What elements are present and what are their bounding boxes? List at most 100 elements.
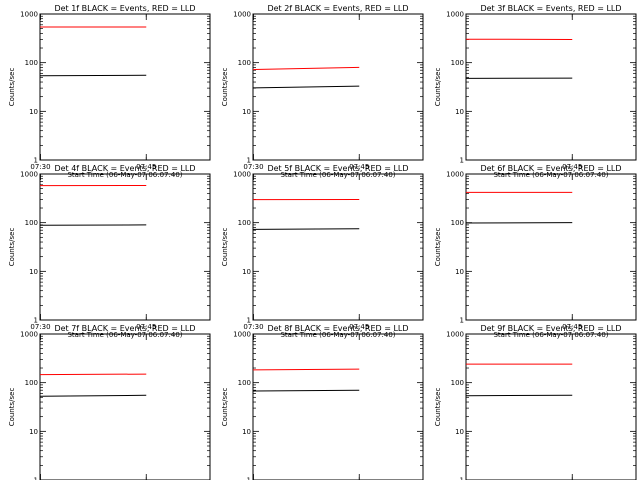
y-axis-label: Counts/sec [221, 388, 229, 427]
panel-title: Det 8f BLACK = Events, RED = LLD [267, 324, 408, 333]
y-tick-label: 1 [247, 477, 251, 480]
y-axis-label: Counts/sec [434, 388, 442, 427]
plot-frame [39, 333, 211, 480]
x-tick-label: 07:45 [349, 163, 369, 171]
x-tick-label: 07:45 [562, 163, 582, 171]
x-tick-label: 07:30 [30, 163, 50, 171]
y-tick-label: 1000 [20, 331, 38, 339]
panel-3: Det 3f BLACK = Events, RED = LLD11010010… [243, 4, 637, 179]
series-events-line [466, 222, 573, 224]
panel-2: Det 2f BLACK = Events, RED = LLD11010010… [30, 4, 424, 179]
series-lld-line [253, 66, 360, 71]
y-tick-label: 100 [25, 379, 38, 387]
y-tick-label: 1 [247, 157, 251, 165]
plot-frame [465, 13, 637, 161]
x-axis-label: Start Time (06-May-07 06:07:40) [493, 171, 608, 179]
series-events-line [40, 74, 147, 77]
x-tick-label: 07:30 [243, 323, 263, 331]
panel-5: Det 5f BLACK = Events, RED = LLD11010010… [30, 164, 424, 339]
y-tick-label: 10 [29, 108, 38, 116]
y-axis-label: Counts/sec [221, 68, 229, 107]
y-tick-label: 10 [242, 108, 251, 116]
x-tick-label: 07:30 [243, 163, 263, 171]
y-tick-label: 1000 [233, 171, 251, 179]
y-tick-label: 1 [460, 317, 464, 325]
x-tick-label: 07:45 [562, 323, 582, 331]
y-axis-label: Counts/sec [434, 228, 442, 267]
y-tick-label: 1000 [20, 171, 38, 179]
plot-frame [39, 13, 211, 161]
y-tick-label: 100 [238, 379, 251, 387]
plot-frame [252, 333, 424, 480]
panel-title: Det 7f BLACK = Events, RED = LLD [54, 324, 195, 333]
y-tick-label: 1 [247, 317, 251, 325]
y-tick-label: 1 [460, 157, 464, 165]
panel-title: Det 6f BLACK = Events, RED = LLD [480, 164, 621, 173]
y-tick-label: 1000 [20, 11, 38, 19]
panel-7: Det 7f BLACK = Events, RED = LLD 1 10 100 10… [8, 324, 211, 480]
series-events-line [40, 224, 147, 226]
y-tick-label: 100 [238, 59, 251, 67]
x-tick-label: 07:30 [30, 323, 50, 331]
panel-title: Det 9f BLACK = Events, RED = LLD [480, 324, 621, 333]
plot-frame [252, 173, 424, 321]
x-axis-label: Start Time (06-May-07 06:07:40) [67, 331, 182, 339]
y-tick-label: 100 [451, 219, 464, 227]
x-axis-label: Start Time (06-May-07 06:07:40) [280, 331, 395, 339]
y-axis-label: Counts/sec [8, 228, 16, 267]
plot-frame [252, 13, 424, 161]
panel-4: Det 4f BLACK = Events, RED = LLD 1 10 100 10… [8, 164, 211, 339]
y-tick-label: 1 [34, 317, 38, 325]
x-tick-label: 07:45 [349, 323, 369, 331]
y-tick-label: 10 [455, 428, 464, 436]
y-axis-label: Counts/sec [8, 68, 16, 107]
y-tick-label: 1000 [446, 331, 464, 339]
y-tick-label: 1 [34, 157, 38, 165]
y-tick-label: 1 [460, 477, 464, 480]
panel-6: Det 6f BLACK = Events, RED = LLD11010010… [243, 164, 637, 339]
panel-title: Det 5f BLACK = Events, RED = LLD [267, 164, 408, 173]
y-tick-label: 10 [29, 268, 38, 276]
y-tick-label: 1 [34, 477, 38, 480]
y-axis-label: Counts/sec [221, 228, 229, 267]
plot-frame [465, 333, 637, 480]
panel-title: Det 2f BLACK = Events, RED = LLD [267, 4, 408, 13]
y-tick-label: 100 [451, 59, 464, 67]
y-tick-label: 10 [455, 268, 464, 276]
y-axis-label: Counts/sec [8, 388, 16, 427]
series-events-line [40, 394, 147, 397]
y-tick-label: 10 [242, 428, 251, 436]
panel-8: Det 8f BLACK = Events, RED = LLD 1 10 100 10… [40, 324, 424, 480]
y-tick-label: 1000 [446, 11, 464, 19]
plot-frame [39, 173, 211, 321]
series-events-line [466, 77, 573, 79]
y-tick-label: 1000 [446, 171, 464, 179]
series-lld-line [40, 373, 147, 376]
x-axis-label: Start Time (06-May-07 06:07:40) [280, 171, 395, 179]
plot-frame [465, 173, 637, 321]
series-lld-line [253, 368, 360, 371]
series-events-line [253, 228, 360, 230]
panel-title: Det 4f BLACK = Events, RED = LLD [54, 164, 195, 173]
series-events-line [253, 389, 360, 392]
series-lld-line [466, 363, 573, 365]
x-axis-label: Start Time (06-May-07 06:07:40) [67, 171, 182, 179]
y-tick-label: 10 [242, 268, 251, 276]
panel-title: Det 1f BLACK = Events, RED = LLD [54, 4, 195, 13]
y-tick-label: 100 [238, 219, 251, 227]
y-tick-label: 1000 [233, 11, 251, 19]
y-tick-label: 100 [25, 219, 38, 227]
series-events-line [253, 85, 360, 89]
y-tick-label: 100 [25, 59, 38, 67]
x-tick-label: 07:45 [136, 323, 156, 331]
y-tick-label: 10 [455, 108, 464, 116]
x-axis-label: Start Time (06-May-07 06:07:40) [493, 331, 608, 339]
series-events-line [466, 394, 573, 397]
panel-1: Det 1f BLACK = Events, RED = LLD 1 10 100 10… [8, 4, 211, 179]
y-axis-label: Counts/sec [434, 68, 442, 107]
y-tick-label: 100 [451, 379, 464, 387]
panel-title: Det 3f BLACK = Events, RED = LLD [480, 4, 621, 13]
panel-9: Det 9f BLACK = Events, RED = LLD 1 10 100 10… [253, 324, 637, 480]
y-tick-label: 10 [29, 428, 38, 436]
